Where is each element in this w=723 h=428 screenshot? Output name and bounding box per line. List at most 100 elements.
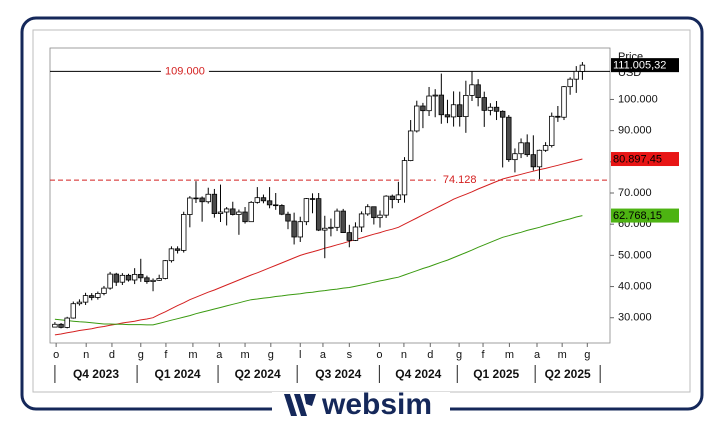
candle-body (530, 154, 537, 168)
level-label: 74.128 (443, 174, 477, 186)
level-label: 109.000 (165, 65, 205, 77)
quarter-label: Q4 2024 (395, 367, 441, 381)
candle-body (524, 142, 530, 156)
candle-body (199, 197, 205, 203)
y-tick-label: 70.000 (618, 187, 652, 199)
candle-body (205, 193, 211, 203)
candle-body (506, 116, 512, 161)
last-price-label-bg (611, 58, 679, 73)
x-tick-label: o (376, 349, 382, 361)
candle-body (469, 84, 475, 96)
quarter-label: Q3 2024 (315, 367, 361, 381)
candle-body (561, 86, 567, 118)
candle-body (536, 149, 543, 168)
candle-body (187, 197, 193, 215)
candle-body (420, 105, 426, 112)
candle-body (389, 195, 395, 200)
x-tick-label: a (534, 349, 541, 361)
candle-body (401, 160, 408, 196)
candle-body (217, 211, 224, 214)
candle-body (162, 260, 169, 279)
candle-body (346, 232, 353, 241)
candle-body (493, 106, 500, 112)
candle-body (414, 105, 420, 132)
ma-price-label-bg (611, 208, 679, 223)
candle-body (499, 110, 506, 118)
candle-body (365, 206, 371, 215)
candle-body (573, 70, 579, 80)
candle-body (279, 205, 285, 215)
candle-body (322, 227, 328, 231)
ma-price-label-bg (611, 152, 679, 167)
candle-body (579, 64, 586, 72)
candle-body (107, 273, 113, 289)
candle-body (58, 323, 64, 328)
last-price-label: 111.005,32 (613, 60, 666, 72)
candle-body (432, 94, 438, 97)
ma-price-label: 80.897,45 (613, 153, 662, 165)
level-label-bg (160, 64, 209, 79)
candle-body (377, 214, 383, 219)
candle-body (340, 210, 346, 234)
x-tick-label: g (584, 349, 590, 361)
plot: 30.00040.00050.00060.00070.00080.00090.0… (50, 58, 679, 383)
candle-body (113, 273, 119, 283)
candle-body (518, 142, 524, 155)
x-tick-label: f (482, 349, 486, 361)
candle-body (230, 208, 236, 215)
x-tick-label: m (505, 349, 514, 361)
x-tick-label: g (138, 349, 144, 361)
candle-body (358, 213, 365, 228)
candle-body (150, 279, 156, 282)
candle-body (407, 130, 414, 161)
candle-body (181, 214, 187, 251)
candle-body (334, 210, 340, 228)
level-label-bg (435, 173, 484, 188)
candle-body (266, 200, 273, 206)
candle-body (303, 198, 310, 223)
x-tick-label: f (164, 349, 168, 361)
logo-icon (284, 394, 316, 416)
candle-body (174, 248, 181, 251)
candle-body (76, 301, 83, 305)
candle-body (481, 97, 487, 111)
candle-body (138, 273, 144, 279)
candle-body (328, 226, 334, 229)
x-tick-label: d (427, 349, 433, 361)
candle-body (297, 221, 303, 238)
candle-body (193, 197, 199, 200)
x-tick-label: n (401, 349, 407, 361)
candle-body (236, 211, 242, 215)
y-tick-label: 90.000 (618, 125, 652, 137)
candle-body (426, 95, 432, 112)
candle-body (512, 153, 518, 161)
candle-body (450, 104, 457, 118)
quarter-label: Q2 2025 (545, 367, 591, 381)
logo-text: websim (321, 388, 432, 421)
candle-body (487, 106, 494, 111)
x-tick-label: a (320, 349, 327, 361)
candle-body (383, 195, 389, 216)
candle-body (64, 317, 70, 328)
x-tick-label: l (299, 349, 301, 361)
quarter-label: Q4 2023 (73, 367, 119, 381)
moving-average (54, 158, 583, 336)
x-tick-label: m (188, 349, 197, 361)
candle-body (156, 278, 162, 281)
candle-body (119, 274, 126, 283)
candle-body (463, 94, 469, 118)
candle-body (82, 295, 89, 303)
candle-body (144, 277, 150, 282)
candle-body (285, 213, 291, 222)
candle-body (475, 84, 481, 98)
candle-body (395, 194, 402, 200)
candle-body (309, 198, 316, 200)
x-tick-label: a (216, 349, 223, 361)
moving-average (54, 215, 583, 326)
candle-body (242, 211, 248, 223)
candle-body (291, 220, 297, 238)
x-tick-label: s (347, 349, 353, 361)
x-tick-label: m (558, 349, 567, 361)
